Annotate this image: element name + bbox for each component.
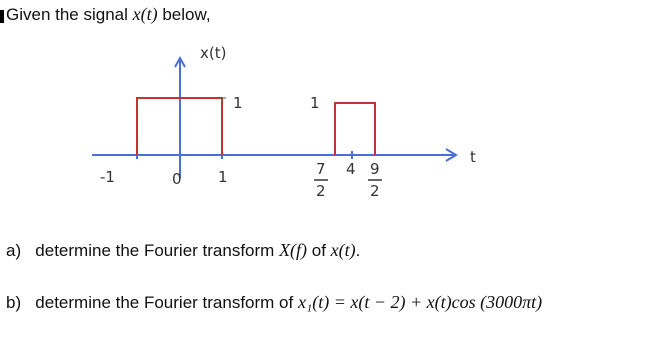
math: x(t) bbox=[330, 240, 356, 260]
text: determine the Fourier transform bbox=[35, 241, 280, 260]
text: determine the Fourier transform of bbox=[35, 293, 298, 312]
denominator: 2 bbox=[316, 182, 326, 200]
y-label: x(t) bbox=[200, 44, 226, 62]
text: below, bbox=[157, 5, 211, 24]
question: b) determine the Fourier transform of x₁… bbox=[6, 292, 542, 313]
math: x(t) bbox=[132, 4, 158, 24]
label: a) bbox=[6, 241, 22, 260]
question: a) determine the Fourier transform X(f) … bbox=[6, 240, 360, 261]
text: . bbox=[355, 241, 361, 260]
pulse bbox=[136, 97, 223, 155]
margin-mark bbox=[0, 10, 4, 23]
height-label: 1 bbox=[233, 94, 243, 112]
height-label: 1 bbox=[310, 94, 320, 112]
math: x₁(t) = x(t − 2) + x(t)cos (3000πt) bbox=[297, 292, 543, 312]
math: X(f) bbox=[279, 240, 308, 260]
denominator: 2 bbox=[370, 182, 380, 200]
intro: Given the signal x(t) below, bbox=[6, 4, 211, 25]
arrow bbox=[445, 148, 458, 162]
tick-label: 1 bbox=[218, 168, 228, 186]
x-label: t bbox=[470, 148, 476, 166]
numerator: 7 bbox=[316, 160, 326, 178]
label: b) bbox=[6, 293, 22, 312]
text: Given the signal bbox=[6, 5, 133, 24]
pulse bbox=[334, 102, 376, 155]
numerator: 9 bbox=[370, 160, 380, 178]
tick-label: -1 bbox=[100, 168, 115, 186]
signal-diagram: x(t) t 1 1 -1 0 1 7 2 4 9 2 bbox=[92, 44, 476, 200]
arrow bbox=[174, 55, 186, 68]
tick-label: 4 bbox=[346, 160, 356, 178]
tick-label: 0 bbox=[172, 170, 182, 188]
text: of bbox=[307, 241, 331, 260]
